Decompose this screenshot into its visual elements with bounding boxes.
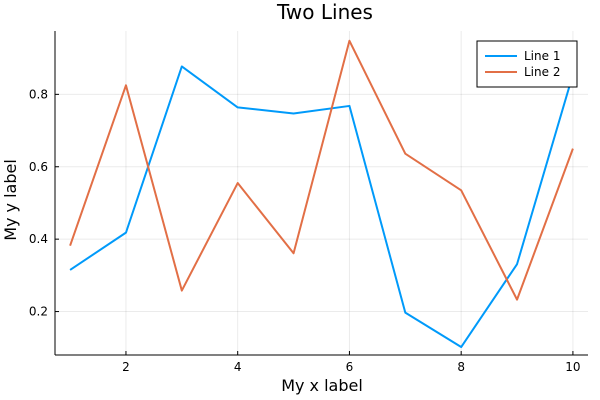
x-ticks: 2 4 6 8 10 xyxy=(122,351,581,374)
series-lines xyxy=(69,39,574,349)
y-axis-label: My y label xyxy=(1,159,20,241)
chart-title: Two Lines xyxy=(276,0,373,24)
x-axis-label: My x label xyxy=(281,376,363,395)
series-line-1 xyxy=(69,65,574,349)
y-tick-label: 0.4 xyxy=(29,232,48,246)
legend-label-1: Line 1 xyxy=(524,49,560,63)
grid-lines xyxy=(55,31,588,355)
x-tick-label: 8 xyxy=(457,360,465,374)
legend-box xyxy=(476,40,578,88)
y-tick-label: 0.2 xyxy=(29,305,48,319)
axes xyxy=(54,31,588,356)
x-tick-label: 4 xyxy=(234,360,242,374)
y-ticks: 0.2 0.4 0.6 0.8 xyxy=(29,87,59,319)
x-tick-label: 6 xyxy=(346,360,354,374)
legend-label-2: Line 2 xyxy=(524,65,560,79)
x-tick-label: 2 xyxy=(122,360,130,374)
x-tick-label: 10 xyxy=(565,360,580,374)
y-tick-label: 0.8 xyxy=(29,87,48,101)
series-line-2 xyxy=(69,39,574,301)
legend: Line 1 Line 2 xyxy=(476,40,578,88)
y-tick-label: 0.6 xyxy=(29,160,48,174)
